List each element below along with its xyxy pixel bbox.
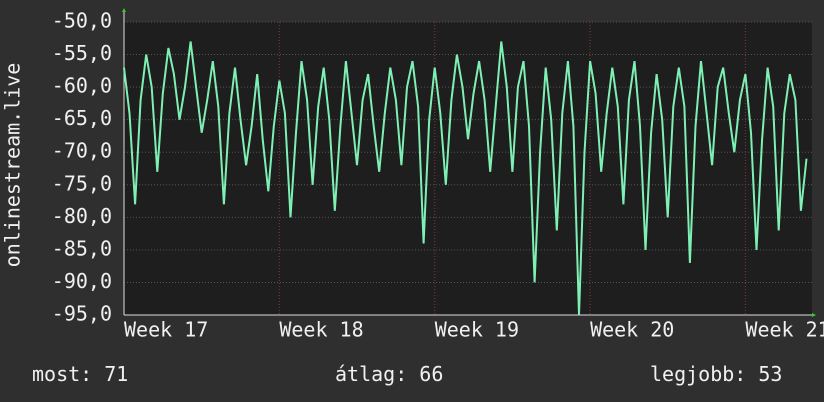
stat-label: most: (32, 362, 92, 386)
x-tick-label: Week 20 (590, 318, 674, 342)
y-tick-label: -65,0 (52, 106, 112, 130)
stat-value: 71 (104, 362, 128, 386)
x-tick-label: Week 21 (745, 318, 824, 342)
x-tick-label: Week 17 (124, 318, 208, 342)
axis-arrow (812, 313, 816, 317)
data-line (123, 41, 808, 316)
y-tick-label: -95,0 (52, 302, 112, 326)
stat-label: átlag: (335, 362, 407, 386)
stat: átlag: 66 (335, 362, 443, 386)
plot-area (124, 22, 812, 315)
y-tick-label: -90,0 (52, 269, 112, 293)
stat-value: 53 (758, 362, 782, 386)
x-tick-label: Week 18 (279, 318, 363, 342)
y-tick-label: -85,0 (52, 236, 112, 260)
y-tick-label: -70,0 (52, 139, 112, 163)
stat-label: legjobb: (650, 362, 746, 386)
y-tick-label: -75,0 (52, 171, 112, 195)
stat: legjobb: 53 (650, 362, 782, 386)
y-tick-label: -60,0 (52, 74, 112, 98)
y-tick-label: -50,0 (52, 9, 112, 33)
x-tick-label: Week 19 (435, 318, 519, 342)
y-axis-label: onlinestream.live (1, 63, 25, 268)
y-tick-label: -55,0 (52, 41, 112, 65)
axis-arrow (122, 8, 126, 12)
stat-value: 66 (419, 362, 443, 386)
y-tick-label: -80,0 (52, 204, 112, 228)
stat: most: 71 (32, 362, 128, 386)
